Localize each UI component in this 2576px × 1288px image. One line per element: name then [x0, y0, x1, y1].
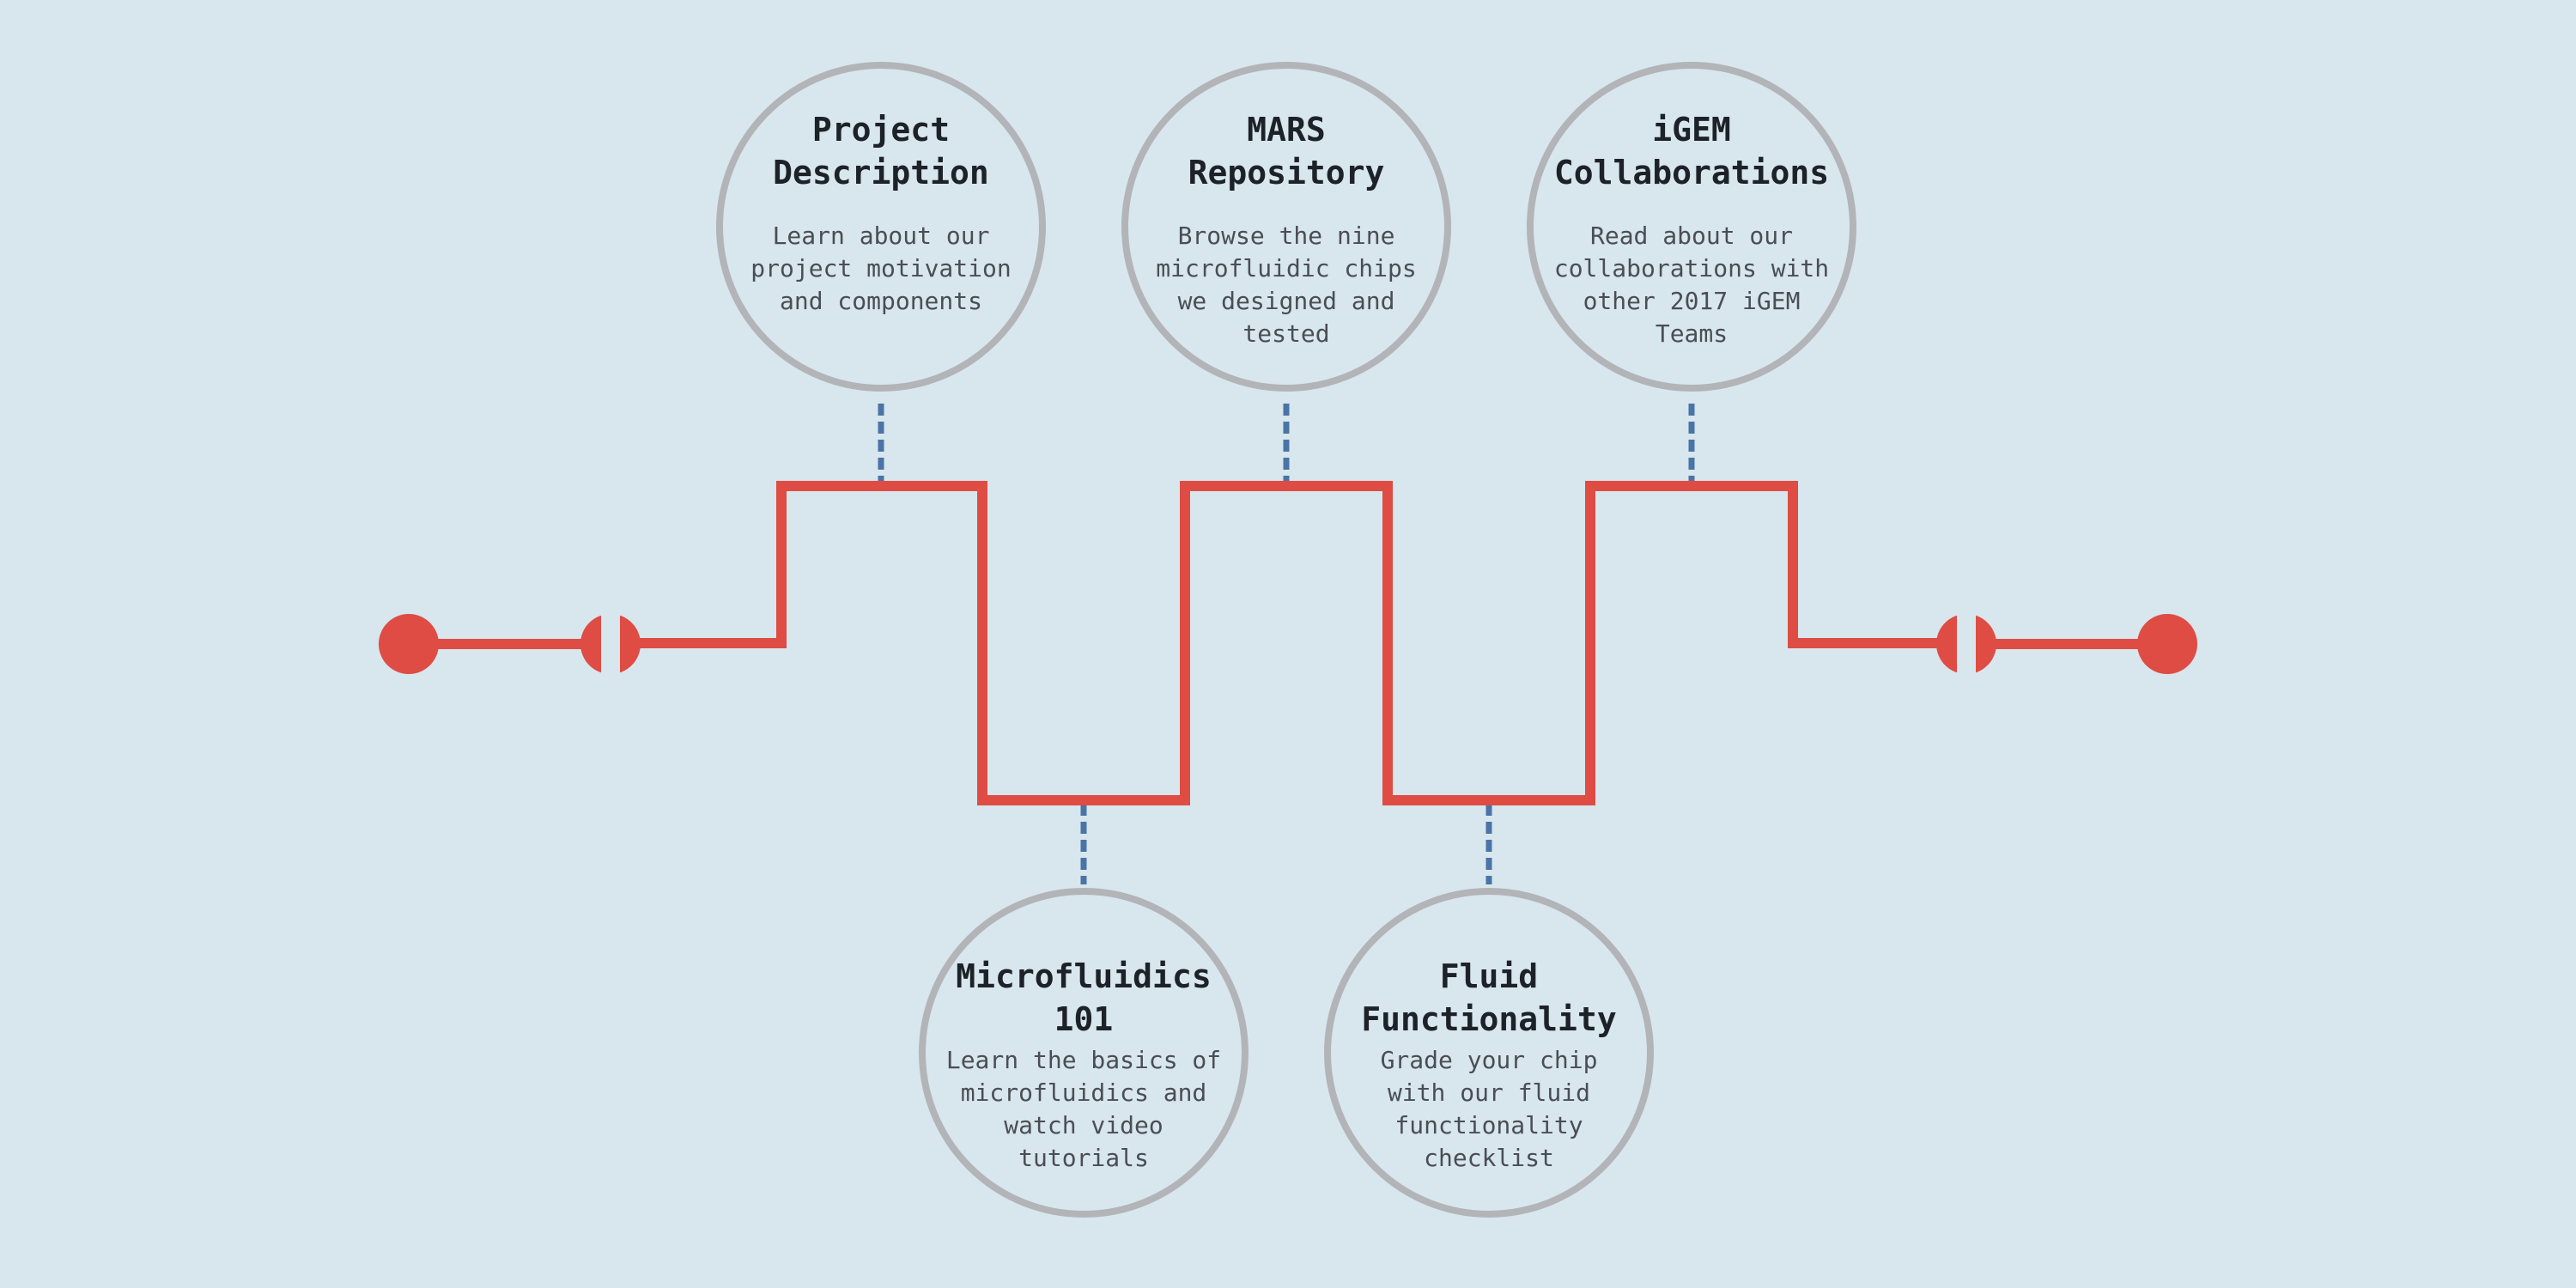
node-title: Microfluidics 101 — [956, 957, 1212, 1038]
serpentine-channel — [620, 481, 1956, 805]
node-title: MARS Repository — [1188, 111, 1385, 191]
valve-gap-right — [1957, 610, 1976, 678]
node-title: iGEM Collaborations — [1553, 111, 1830, 191]
node-igem-collaborations[interactable]: iGEM Collaborations Read about our colla… — [1527, 62, 1856, 392]
node-title: Project Description — [773, 111, 989, 191]
node-microfluidics-101[interactable]: Microfluidics 101 Learn the basics of mi… — [919, 888, 1249, 1218]
node-description: Learn about our project motivation and c… — [750, 222, 1012, 315]
node-description: Browse the nine microfluidic chips we de… — [1156, 222, 1417, 348]
node-mars-repository[interactable]: MARS Repository Browse the nine microflu… — [1121, 62, 1451, 392]
node-description: Read about our collaborations with other… — [1553, 222, 1830, 348]
inlet-port-left — [379, 614, 439, 674]
outlet-port-right — [2137, 614, 2197, 674]
node-description: Learn the basics of microfluidics and wa… — [945, 1046, 1222, 1172]
valve-gap-left — [601, 610, 620, 678]
node-fluid-functionality[interactable]: Fluid Functionality Grade your chip with… — [1324, 888, 1654, 1218]
node-title: Fluid Functionality — [1361, 957, 1617, 1038]
node-description: Grade your chip with our fluid functiona… — [1380, 1046, 1598, 1172]
node-project-description[interactable]: Project Description Learn about our proj… — [716, 62, 1046, 392]
